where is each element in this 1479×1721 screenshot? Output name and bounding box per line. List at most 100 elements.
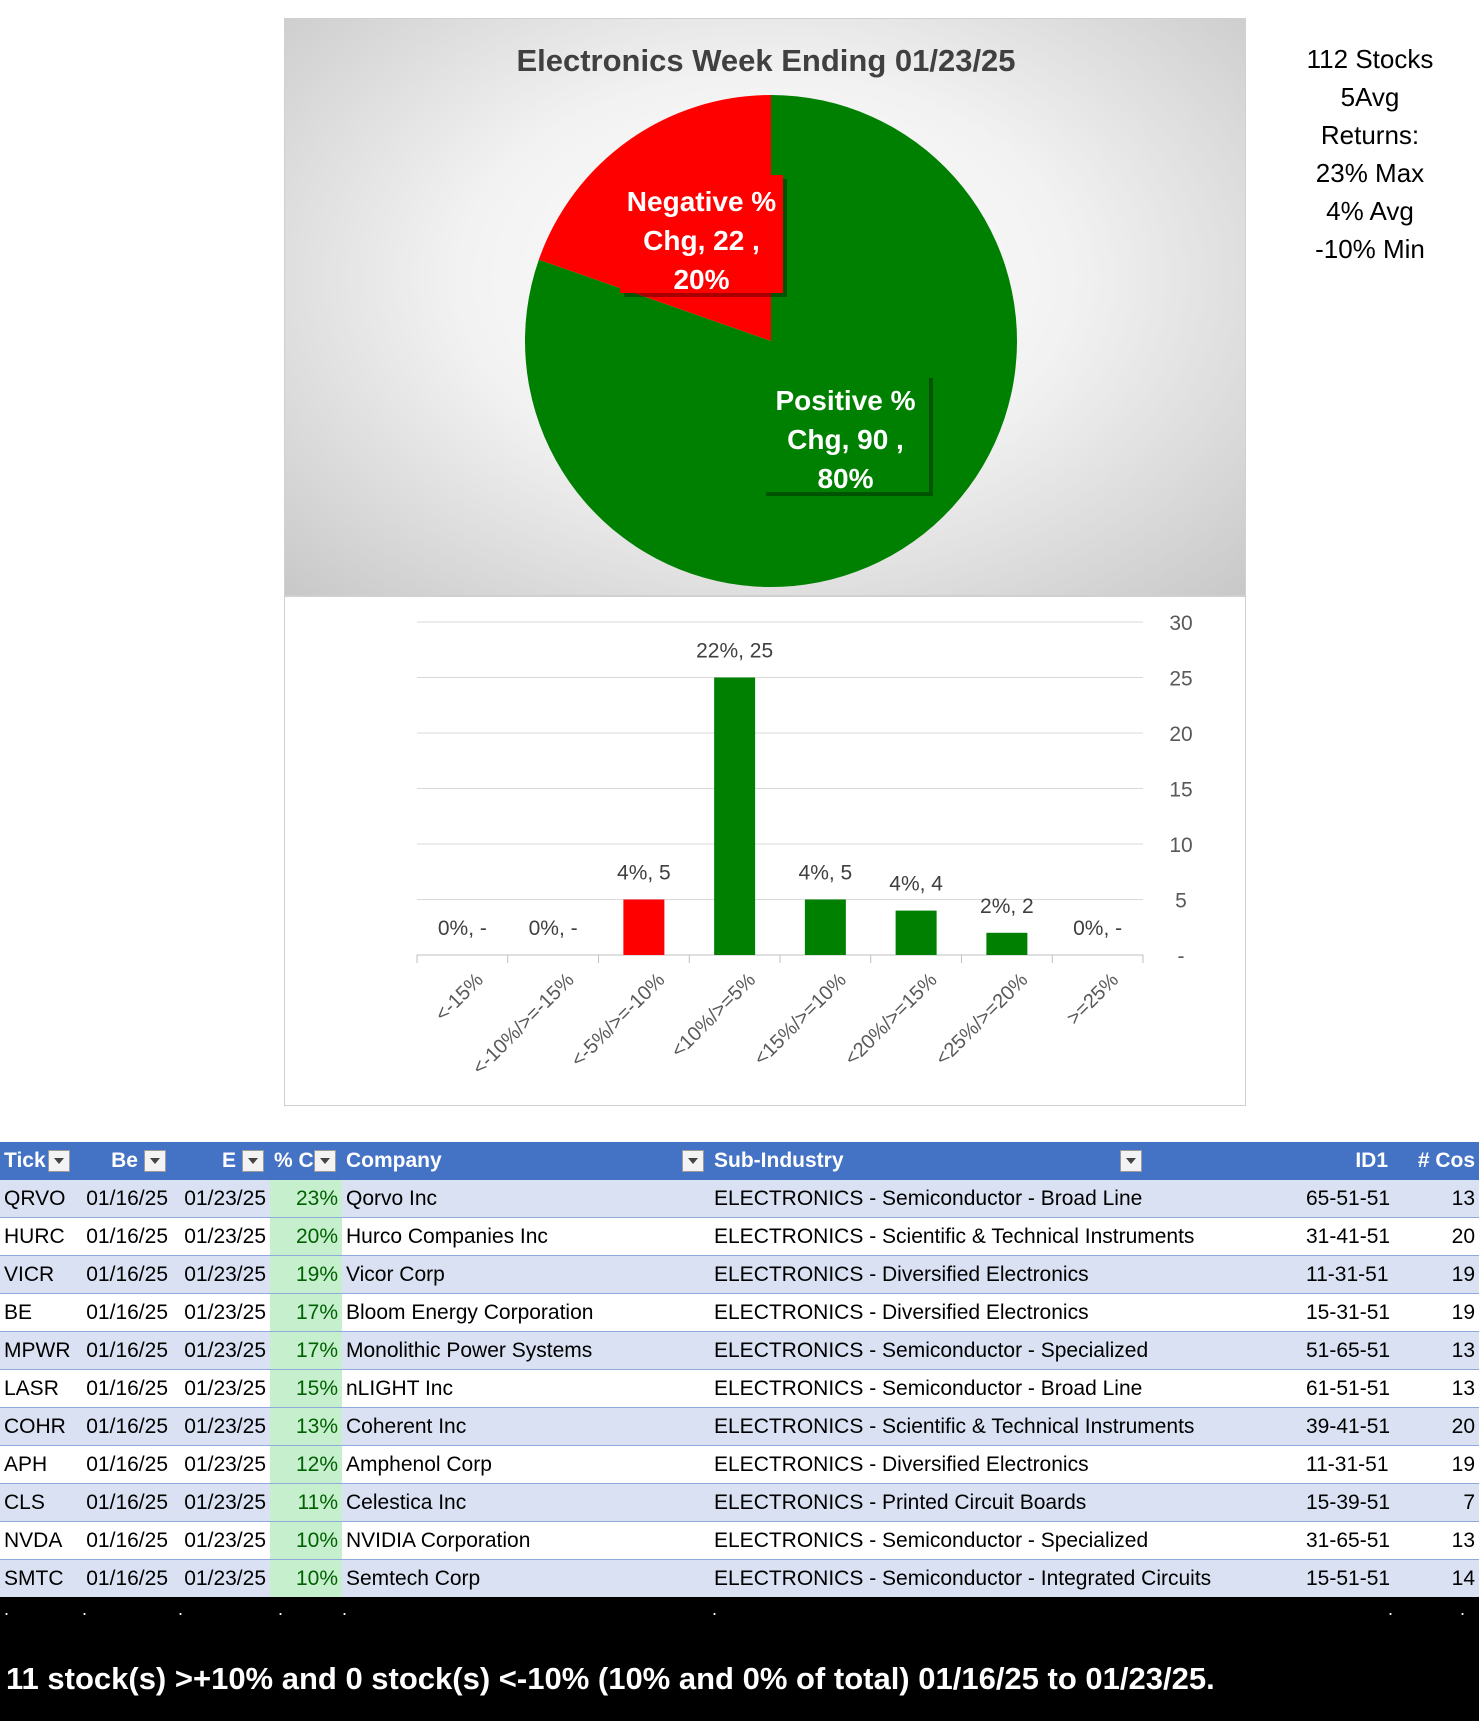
header-company[interactable]: Company — [342, 1142, 710, 1180]
cell-begin-date[interactable]: 01/16/25 — [76, 1559, 172, 1598]
cell-percent-change[interactable]: 20% — [270, 1217, 342, 1256]
cell-begin-date[interactable]: 01/16/25 — [76, 1293, 172, 1332]
cell-count[interactable]: 13 — [1392, 1331, 1479, 1370]
cell-ticker[interactable]: MPWR — [0, 1331, 76, 1370]
filter-dropdown-icon[interactable] — [314, 1150, 336, 1172]
cell-id1[interactable]: 11-31-51 — [1302, 1255, 1392, 1294]
cell-percent-change[interactable]: 12% — [270, 1445, 342, 1484]
cell-ticker[interactable]: CLS — [0, 1483, 76, 1522]
cell-sub-industry[interactable]: ELECTRONICS - Semiconductor - Specialize… — [710, 1521, 1302, 1560]
cell-percent-change[interactable]: 11% — [270, 1483, 342, 1522]
cell-id1[interactable]: 65-51-51 — [1302, 1180, 1392, 1218]
cell-id1[interactable]: 11-31-51 — [1302, 1445, 1392, 1484]
cell-count[interactable]: 13 — [1392, 1369, 1479, 1408]
cell-percent-change[interactable]: 23% — [270, 1180, 342, 1218]
cell-company[interactable]: Hurco Companies Inc — [342, 1217, 710, 1256]
header-end-date[interactable]: E — [172, 1142, 270, 1180]
cell-sub-industry[interactable]: ELECTRONICS - Diversified Electronics — [710, 1255, 1302, 1294]
cell-ticker[interactable]: COHR — [0, 1407, 76, 1446]
cell-end-date[interactable]: 01/23/25 — [172, 1331, 270, 1370]
cell-company[interactable]: Monolithic Power Systems — [342, 1331, 710, 1370]
cell-count[interactable]: 7 — [1392, 1483, 1479, 1522]
cell-begin-date[interactable]: 01/16/25 — [76, 1255, 172, 1294]
cell-end-date[interactable]: 01/23/25 — [172, 1180, 270, 1218]
cell-sub-industry[interactable]: ELECTRONICS - Scientific & Technical Ins… — [710, 1217, 1302, 1256]
cell-begin-date[interactable]: 01/16/25 — [76, 1521, 172, 1560]
cell-company[interactable]: Bloom Energy Corporation — [342, 1293, 710, 1332]
cell-ticker[interactable]: NVDA — [0, 1521, 76, 1560]
cell-company[interactable]: Vicor Corp — [342, 1255, 710, 1294]
cell-percent-change[interactable]: 10% — [270, 1559, 342, 1598]
cell-percent-change[interactable]: 13% — [270, 1407, 342, 1446]
cell-end-date[interactable]: 01/23/25 — [172, 1293, 270, 1332]
filter-dropdown-icon[interactable] — [682, 1150, 704, 1172]
cell-id1[interactable]: 15-51-51 — [1302, 1559, 1392, 1598]
cell-id1[interactable]: 31-65-51 — [1302, 1521, 1392, 1560]
cell-ticker[interactable]: VICR — [0, 1255, 76, 1294]
cell-count[interactable]: 20 — [1392, 1217, 1479, 1256]
cell-begin-date[interactable]: 01/16/25 — [76, 1407, 172, 1446]
header-count[interactable]: # Cos — [1392, 1142, 1479, 1180]
cell-percent-change[interactable]: 15% — [270, 1369, 342, 1408]
header-sub-industry[interactable]: Sub-Industry — [710, 1142, 1302, 1180]
cell-percent-change[interactable]: 19% — [270, 1255, 342, 1294]
header-ticker[interactable]: Tick — [0, 1142, 76, 1180]
cell-begin-date[interactable]: 01/16/25 — [76, 1331, 172, 1370]
cell-company[interactable]: Amphenol Corp — [342, 1445, 710, 1484]
cell-sub-industry[interactable]: ELECTRONICS - Semiconductor - Broad Line — [710, 1369, 1302, 1408]
cell-count[interactable]: 13 — [1392, 1180, 1479, 1218]
filter-dropdown-icon[interactable] — [144, 1150, 166, 1172]
filter-dropdown-icon[interactable] — [48, 1150, 70, 1172]
cell-end-date[interactable]: 01/23/25 — [172, 1521, 270, 1560]
header-id1[interactable]: ID1 — [1302, 1142, 1392, 1180]
cell-sub-industry[interactable]: ELECTRONICS - Diversified Electronics — [710, 1293, 1302, 1332]
cell-begin-date[interactable]: 01/16/25 — [76, 1217, 172, 1256]
cell-count[interactable]: 19 — [1392, 1255, 1479, 1294]
cell-ticker[interactable]: LASR — [0, 1369, 76, 1408]
cell-end-date[interactable]: 01/23/25 — [172, 1369, 270, 1408]
cell-end-date[interactable]: 01/23/25 — [172, 1445, 270, 1484]
cell-company[interactable]: Celestica Inc — [342, 1483, 710, 1522]
cell-ticker[interactable]: SMTC — [0, 1559, 76, 1598]
cell-sub-industry[interactable]: ELECTRONICS - Scientific & Technical Ins… — [710, 1407, 1302, 1446]
cell-company[interactable]: NVIDIA Corporation — [342, 1521, 710, 1560]
cell-count[interactable]: 19 — [1392, 1293, 1479, 1332]
cell-end-date[interactable]: 01/23/25 — [172, 1255, 270, 1294]
cell-end-date[interactable]: 01/23/25 — [172, 1559, 270, 1598]
cell-ticker[interactable]: BE — [0, 1293, 76, 1332]
cell-begin-date[interactable]: 01/16/25 — [76, 1483, 172, 1522]
cell-sub-industry[interactable]: ELECTRONICS - Semiconductor - Broad Line — [710, 1180, 1302, 1218]
cell-end-date[interactable]: 01/23/25 — [172, 1483, 270, 1522]
cell-company[interactable]: Qorvo Inc — [342, 1180, 710, 1218]
cell-ticker[interactable]: QRVO — [0, 1180, 76, 1218]
cell-percent-change[interactable]: 17% — [270, 1331, 342, 1370]
cell-end-date[interactable]: 01/23/25 — [172, 1407, 270, 1446]
cell-begin-date[interactable]: 01/16/25 — [76, 1369, 172, 1408]
cell-count[interactable]: 20 — [1392, 1407, 1479, 1446]
cell-id1[interactable]: 39-41-51 — [1302, 1407, 1392, 1446]
cell-company[interactable]: nLIGHT Inc — [342, 1369, 710, 1408]
cell-percent-change[interactable]: 17% — [270, 1293, 342, 1332]
cell-id1[interactable]: 31-41-51 — [1302, 1217, 1392, 1256]
cell-begin-date[interactable]: 01/16/25 — [76, 1445, 172, 1484]
cell-percent-change[interactable]: 10% — [270, 1521, 342, 1560]
cell-company[interactable]: Coherent Inc — [342, 1407, 710, 1446]
cell-company[interactable]: Semtech Corp — [342, 1559, 710, 1598]
cell-ticker[interactable]: HURC — [0, 1217, 76, 1256]
cell-id1[interactable]: 51-65-51 — [1302, 1331, 1392, 1370]
cell-count[interactable]: 14 — [1392, 1559, 1479, 1598]
cell-sub-industry[interactable]: ELECTRONICS - Semiconductor - Integrated… — [710, 1559, 1302, 1598]
cell-id1[interactable]: 15-39-51 — [1302, 1483, 1392, 1522]
header-begin-date[interactable]: Be — [76, 1142, 172, 1180]
cell-id1[interactable]: 15-31-51 — [1302, 1293, 1392, 1332]
cell-begin-date[interactable]: 01/16/25 — [76, 1180, 172, 1218]
cell-end-date[interactable]: 01/23/25 — [172, 1217, 270, 1256]
cell-id1[interactable]: 61-51-51 — [1302, 1369, 1392, 1408]
cell-sub-industry[interactable]: ELECTRONICS - Semiconductor - Specialize… — [710, 1331, 1302, 1370]
cell-sub-industry[interactable]: ELECTRONICS - Diversified Electronics — [710, 1445, 1302, 1484]
cell-sub-industry[interactable]: ELECTRONICS - Printed Circuit Boards — [710, 1483, 1302, 1522]
filter-dropdown-icon[interactable] — [1120, 1150, 1142, 1172]
filter-dropdown-icon[interactable] — [242, 1150, 264, 1172]
cell-ticker[interactable]: APH — [0, 1445, 76, 1484]
cell-count[interactable]: 13 — [1392, 1521, 1479, 1560]
